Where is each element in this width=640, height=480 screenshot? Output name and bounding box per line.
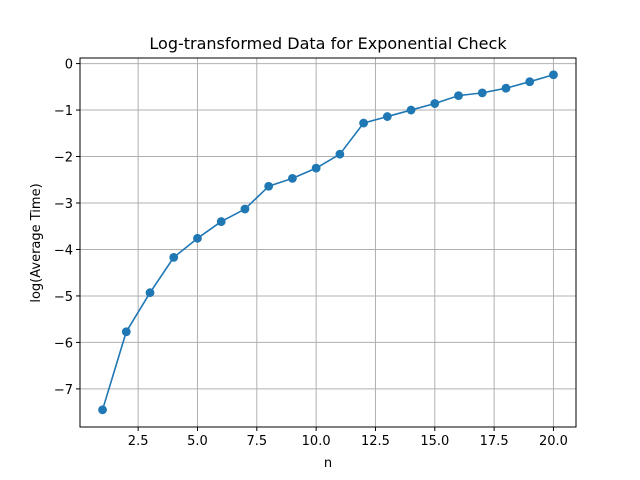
y-tick-label: −3: [54, 197, 73, 212]
data-point: [335, 149, 345, 159]
data-point: [288, 173, 297, 183]
data-point: [264, 181, 274, 191]
x-tick-label: 12.5: [361, 434, 390, 449]
y-tick-label: −5: [54, 290, 73, 305]
y-tick-label: −6: [54, 336, 73, 351]
data-point: [216, 217, 226, 226]
y-tick-label: −7: [54, 383, 73, 398]
data-point: [359, 118, 368, 128]
data-point: [549, 70, 558, 80]
data-point: [501, 83, 511, 93]
data-point: [382, 112, 392, 121]
x-tick-label: 2.5: [128, 434, 149, 449]
grid: [80, 58, 576, 427]
x-tick-label: 10.0: [302, 434, 331, 449]
x-tick-label: 17.5: [480, 434, 509, 449]
data-point: [525, 77, 535, 87]
series-layer: [98, 70, 558, 415]
x-tick-label: 20.0: [539, 434, 568, 449]
y-axis: 0 −1 −2 −3 −4 −5 −6 −7: [54, 58, 80, 398]
x-axis: 2.5 5.0 7.5 10.0 12.5 15.0 17.5 20.0: [128, 427, 568, 449]
plot-frame: [79, 57, 577, 428]
x-axis-label: n: [324, 456, 332, 471]
data-point: [193, 233, 202, 243]
y-axis-label: log(Average Time): [29, 183, 44, 302]
data-point: [477, 88, 487, 98]
x-tick-label: 5.0: [187, 434, 208, 449]
y-tick-label: −1: [54, 104, 73, 119]
chart-title: Log-transformed Data for Exponential Che…: [149, 34, 507, 53]
data-point: [145, 288, 155, 298]
data-point: [406, 105, 416, 115]
x-tick-label: 7.5: [246, 434, 267, 449]
data-point: [311, 163, 321, 173]
y-tick-label: −4: [54, 243, 73, 258]
x-tick-label: 15.0: [420, 434, 449, 449]
data-point: [430, 99, 440, 108]
data-point: [240, 204, 250, 214]
data-point: [454, 91, 463, 101]
data-point: [98, 405, 107, 415]
data-point: [169, 252, 179, 262]
y-tick-label: −2: [54, 151, 73, 166]
data-point: [121, 327, 131, 337]
y-tick-label: 0: [65, 58, 73, 73]
